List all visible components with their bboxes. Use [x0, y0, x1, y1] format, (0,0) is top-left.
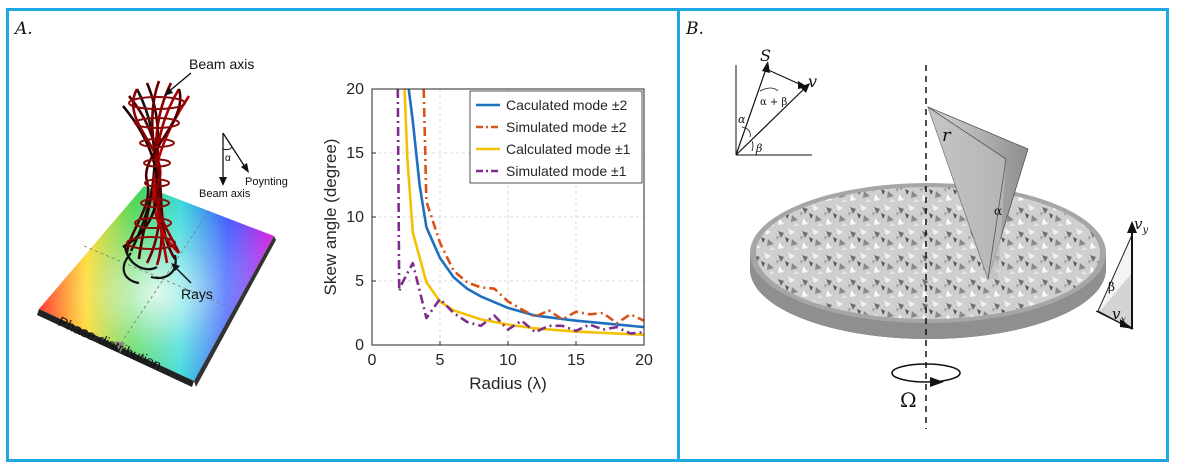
y-tick-label: 0: [355, 337, 364, 354]
wedge: r α: [927, 106, 1029, 281]
x-tick-label: 10: [499, 352, 517, 369]
x-tick-label: 15: [567, 352, 585, 369]
s-vector-label: S: [760, 46, 771, 65]
x-axis-label: Radius (λ): [469, 374, 546, 393]
plot-frame: [371, 88, 645, 346]
rotating-disk: [750, 183, 1106, 339]
y-tick-label: 10: [346, 209, 364, 226]
y-tick-label: 5: [355, 273, 364, 290]
rotation-indicator: Ω: [891, 363, 961, 412]
omega-label: Ω: [900, 388, 917, 412]
y-tick-label: 20: [346, 81, 364, 98]
alpha-inset-label: α: [738, 113, 746, 126]
legend-label-2: Simulated mode ±2: [506, 119, 627, 135]
alpha-wedge-label: α: [994, 204, 1002, 218]
panel-a-label: A.: [15, 19, 33, 39]
beta-inset-label: β: [755, 142, 762, 155]
x-tick-label: 5: [436, 352, 445, 369]
y-tick-label: 15: [346, 145, 364, 162]
vector-inset: S v α + β α β: [735, 46, 817, 156]
vy-label: vy: [1134, 215, 1148, 236]
vx-label: vx: [1112, 305, 1126, 326]
panel-b-label: B.: [686, 19, 704, 39]
alpha-label: α: [225, 153, 231, 164]
beam-axis-label: Beam axis: [189, 56, 254, 72]
rays-label: Rays: [181, 286, 213, 302]
beam-axis-small-label: Beam axis: [199, 188, 251, 200]
series-line-2: [422, 88, 645, 325]
series-line-1: [407, 88, 645, 329]
x-tick-label: 20: [635, 352, 653, 369]
legend-label-3: Calculated mode ±1: [506, 141, 631, 157]
legend-label-1: Caculated mode ±2: [506, 97, 628, 113]
disk-illustration: S v α + β α β r α: [735, 46, 1148, 429]
alpha-beta-label: α + β: [760, 97, 787, 108]
beam-illustration: Beam axis Rays Phase distribution α Poyn…: [37, 56, 288, 387]
helix-rings: [126, 96, 186, 250]
series-line-4: [396, 88, 645, 335]
series-line-3: [403, 88, 645, 337]
beta-triangle-label: β: [1108, 280, 1115, 294]
legend-label-4: Simulated mode ±1: [506, 163, 627, 179]
skew-angle-chart: 0 5 10 15 20 0 5 10 15 20 Caculated mode ±2 Simula…: [321, 81, 653, 393]
y-axis-label: Skew angle (degree): [321, 139, 340, 296]
panel-a: A.: [6, 8, 680, 462]
poynting-label: Poynting: [245, 176, 288, 188]
r-label: r: [942, 125, 952, 146]
v-vector-label: v: [808, 72, 817, 91]
poynting-inset: α Poynting Beam axis: [199, 132, 288, 200]
panel-b: B.: [677, 8, 1169, 462]
legend-box: [469, 90, 643, 184]
x-tick-label: 0: [368, 352, 377, 369]
velocity-triangle: vy vx β: [1095, 215, 1148, 330]
